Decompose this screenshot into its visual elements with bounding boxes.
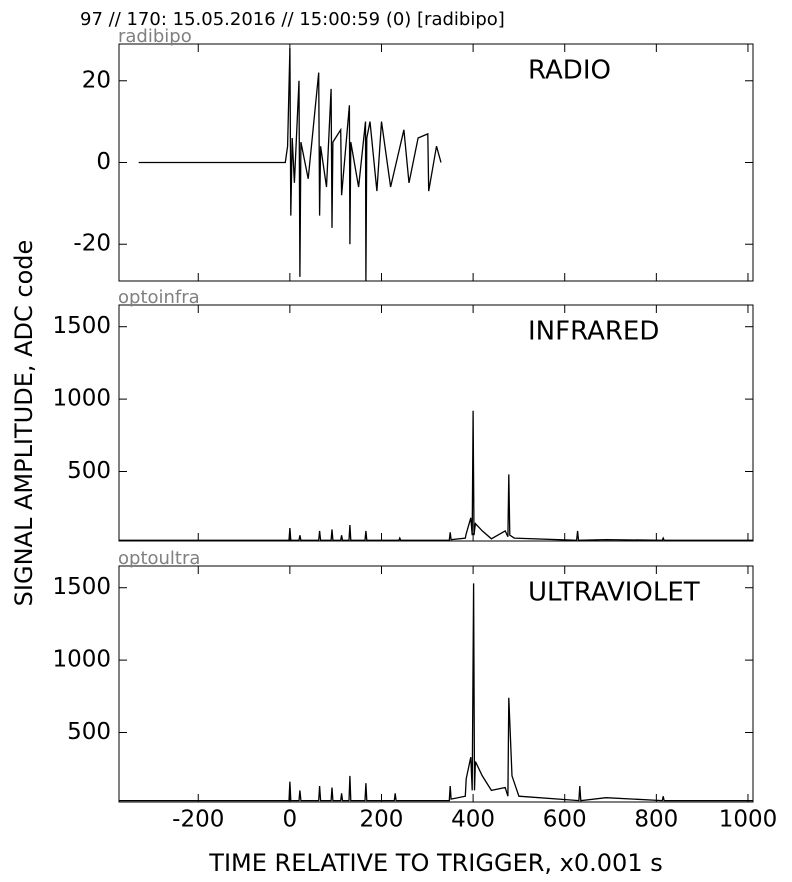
x-tick-label: 200 bbox=[360, 807, 404, 833]
y-tick-label: 1000 bbox=[52, 386, 111, 412]
x-tick-label: 1000 bbox=[719, 807, 778, 833]
figure-title: 97 // 170: 15.05.2016 // 15:00:59 (0) [r… bbox=[80, 9, 505, 30]
signal-line bbox=[119, 410, 753, 541]
x-tick-label: 800 bbox=[634, 807, 678, 833]
axes-frame bbox=[118, 304, 754, 542]
y-tick-label: 1500 bbox=[52, 313, 111, 339]
plot-area bbox=[119, 410, 753, 541]
channel-label: optoinfra bbox=[118, 287, 200, 308]
y-tick-label: 1500 bbox=[52, 574, 111, 600]
x-tick-label: 0 bbox=[283, 807, 298, 833]
signal-line bbox=[119, 583, 753, 802]
x-axis-label: TIME RELATIVE TO TRIGGER, x0.001 s bbox=[208, 849, 662, 877]
x-tick-label: -200 bbox=[172, 807, 224, 833]
x-tick-label: 400 bbox=[451, 807, 495, 833]
panel-annotation: RADIO bbox=[528, 56, 611, 86]
y-tick-label: 20 bbox=[82, 67, 111, 93]
plot-area bbox=[119, 583, 753, 802]
panel-annotation: INFRARED bbox=[528, 317, 659, 347]
signal-line bbox=[138, 48, 442, 281]
y-tick-label: 0 bbox=[96, 149, 111, 175]
y-tick-label: 500 bbox=[67, 719, 111, 745]
plot-area bbox=[138, 48, 442, 281]
y-axis-label: SIGNAL AMPLITUDE, ADC code bbox=[10, 240, 38, 607]
axes-frame bbox=[118, 565, 754, 803]
y-tick-label: 1000 bbox=[52, 647, 111, 673]
y-tick-label: -20 bbox=[73, 231, 111, 257]
x-tick-label: 600 bbox=[543, 807, 587, 833]
channel-label: optoultra bbox=[118, 548, 200, 569]
channel-label: radibipo bbox=[118, 26, 192, 47]
panel-annotation: ULTRAVIOLET bbox=[528, 578, 700, 608]
y-tick-label: 500 bbox=[67, 458, 111, 484]
